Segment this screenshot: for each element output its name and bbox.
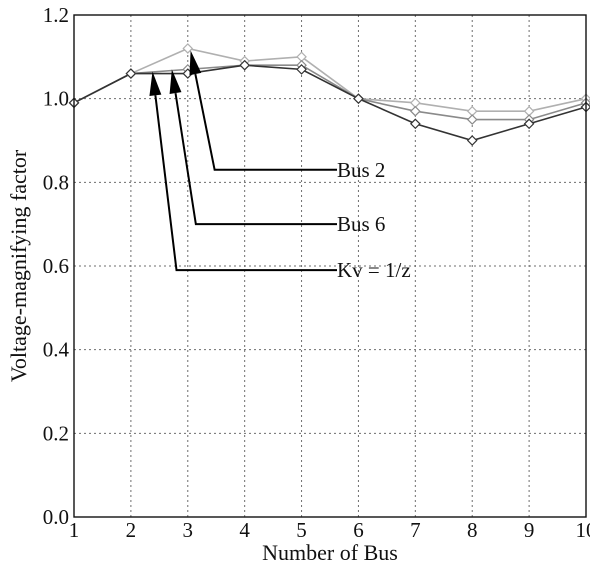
- x-tick-label: 1: [69, 518, 80, 542]
- annotation-arrow: [174, 92, 337, 226]
- x-tick-label: 8: [467, 518, 478, 542]
- x-tick-labels: 1 2 3 4 5 6 7 8 9 10: [69, 518, 590, 542]
- plot-frame: [73, 14, 587, 518]
- data-point-marker: [466, 135, 478, 146]
- series-line: [73, 47, 587, 113]
- data-point-marker: [239, 59, 251, 71]
- data-point-marker: [125, 68, 137, 79]
- y-axis-label: Voltage-magnifying factor: [6, 149, 31, 382]
- data-point-marker: [466, 114, 478, 125]
- x-tick-label: 3: [183, 518, 194, 542]
- x-tick-label: 2: [126, 518, 137, 542]
- series-markers: [68, 43, 590, 146]
- x-tick-label: 4: [239, 518, 250, 542]
- data-point-marker: [409, 105, 421, 117]
- annotation-label: Bus 6: [337, 212, 385, 236]
- y-tick-label: 0.8: [43, 170, 69, 194]
- data-point-marker: [182, 43, 194, 54]
- series-line: [73, 64, 587, 142]
- annotation-arrow: [194, 73, 337, 171]
- data-point-marker: [353, 93, 364, 105]
- data-point-marker: [523, 118, 535, 130]
- series-line: [73, 64, 587, 121]
- annotation-label: Kv = 1/z: [337, 258, 411, 282]
- x-tick-label: 9: [524, 518, 535, 542]
- x-tick-label: 10: [576, 518, 590, 542]
- annotation-arrow: [154, 95, 337, 272]
- annotations: Bus 2 Bus 6 Kv = 1/z: [149, 50, 411, 282]
- y-tick-label: 0.4: [43, 338, 70, 362]
- annotation-arrowhead: [169, 69, 182, 95]
- x-axis-label: Number of Bus: [262, 540, 398, 565]
- series-lines: [73, 47, 587, 142]
- x-tick-label: 7: [410, 518, 421, 542]
- grid: [74, 15, 586, 517]
- y-tick-label: 1.0: [43, 87, 69, 111]
- annotation-label: Bus 2: [337, 158, 385, 182]
- x-tick-label: 6: [353, 518, 364, 542]
- y-tick-label: 0.0: [43, 505, 69, 529]
- y-tick-label: 0.2: [43, 421, 69, 445]
- y-tick-label: 0.6: [43, 254, 69, 278]
- y-tick-labels: 0.0 0.2 0.4 0.6 0.8 1.0 1.2: [43, 3, 70, 529]
- data-point-marker: [296, 64, 307, 75]
- y-tick-label: 1.2: [43, 3, 69, 27]
- x-tick-label: 5: [296, 518, 307, 542]
- annotation-arrowhead: [189, 50, 202, 76]
- annotation-arrowhead: [149, 71, 162, 97]
- data-point-marker: [409, 118, 421, 130]
